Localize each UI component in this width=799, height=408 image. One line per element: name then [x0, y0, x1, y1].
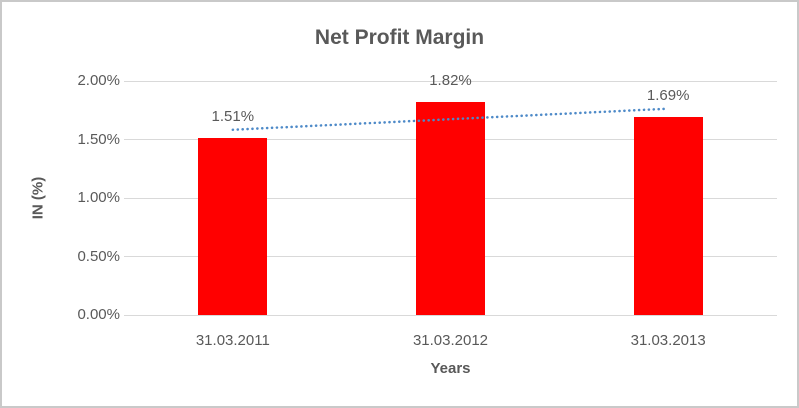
bar-31.03.2013 [633, 117, 703, 315]
bar-31.03.2011 [198, 138, 268, 315]
bar-data-label: 1.51% [211, 108, 255, 126]
y-tick-label: 0.50% [77, 247, 120, 265]
gridline [124, 80, 777, 82]
x-tick-label: 31.03.2011 [195, 332, 270, 349]
bar-data-label: 1.69% [646, 87, 690, 105]
y-tick-label: 2.00% [77, 72, 120, 89]
x-tick-label: 31.03.2012 [412, 332, 489, 349]
x-axis-title: Years [430, 360, 471, 377]
x-tick-label: 31.03.2013 [630, 332, 706, 349]
y-tick-label: 1.00% [77, 189, 120, 206]
bar-data-label: 1.82% [429, 72, 472, 90]
y-tick-label: 1.50% [77, 130, 120, 148]
plot-area: 1.51% 31.03.2011 1.82% 31.03.2012 1.69% 31.03… [124, 72, 777, 349]
y-tick-label: 0.00% [77, 306, 120, 323]
gridline [124, 314, 777, 316]
bar-31.03.2012 [416, 102, 485, 315]
chart-title: Net Profit Margin [314, 26, 485, 49]
trendline [231, 107, 670, 132]
